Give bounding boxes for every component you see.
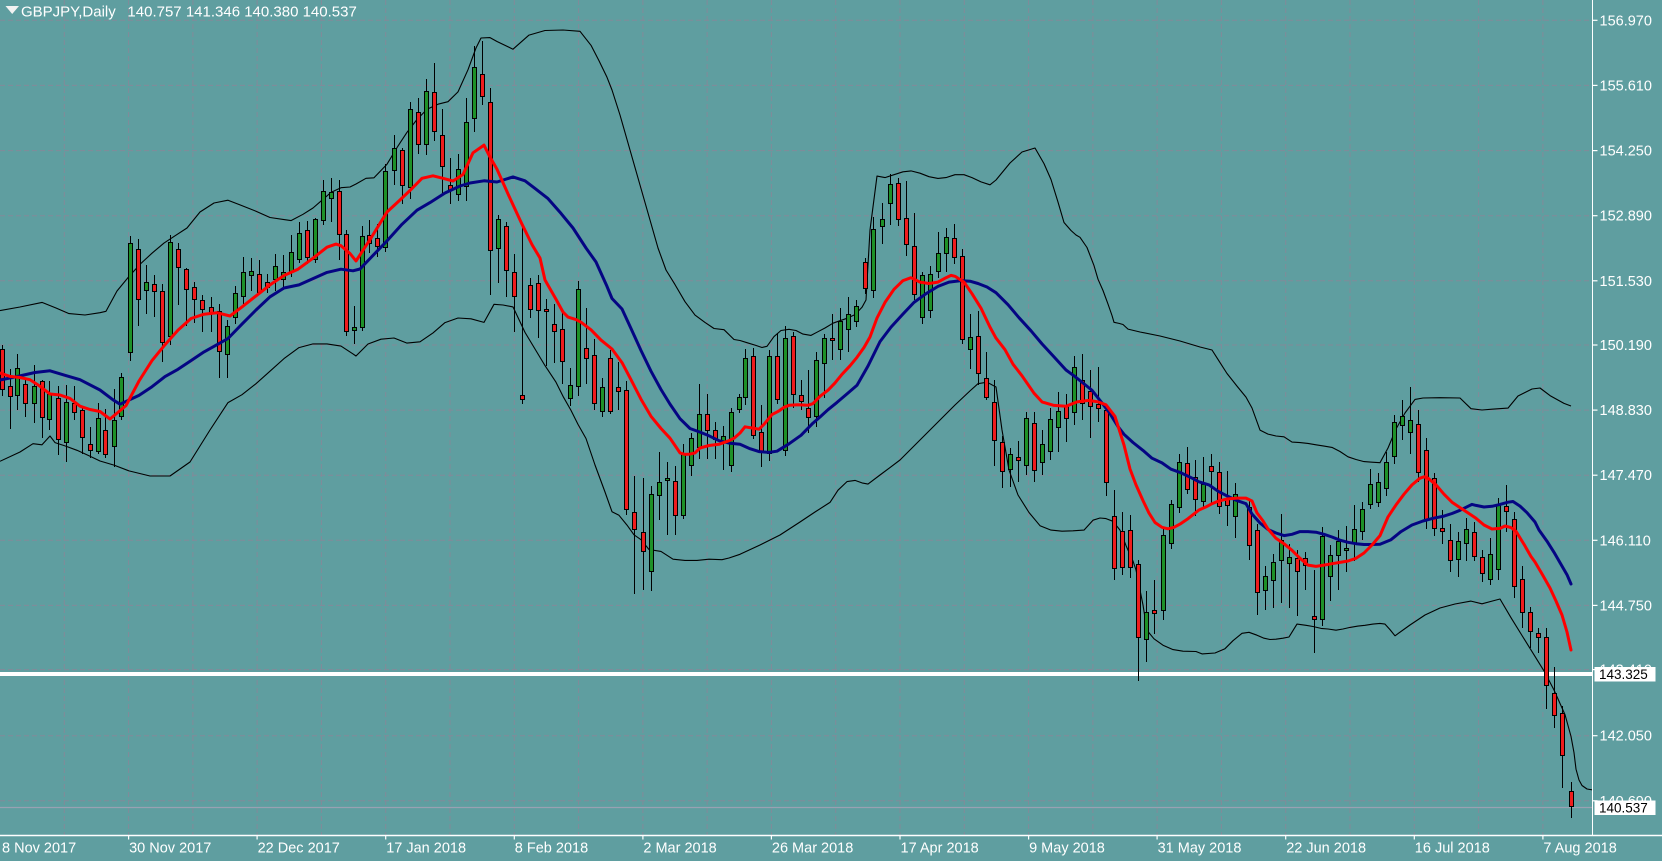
svg-text:8 Nov 2017: 8 Nov 2017 [2, 841, 76, 857]
svg-text:17 Apr 2018: 17 Apr 2018 [901, 841, 979, 857]
svg-text:144.750: 144.750 [1600, 598, 1652, 614]
svg-text:154.250: 154.250 [1600, 144, 1652, 160]
svg-text:GBPJPY,Daily 140.757 141.346: GBPJPY,Daily 140.757 141.346 140.380 140… [21, 4, 357, 21]
svg-text:22 Dec 2017: 22 Dec 2017 [258, 841, 340, 857]
svg-text:152.890: 152.890 [1600, 209, 1652, 225]
svg-text:142.050: 142.050 [1600, 729, 1652, 745]
svg-text:30 Nov 2017: 30 Nov 2017 [129, 841, 211, 857]
svg-text:26 Mar 2018: 26 Mar 2018 [772, 841, 853, 857]
svg-text:8 Feb 2018: 8 Feb 2018 [515, 841, 588, 857]
svg-text:148.830: 148.830 [1600, 403, 1652, 419]
svg-text:2 Mar 2018: 2 Mar 2018 [643, 841, 716, 857]
svg-text:31 May 2018: 31 May 2018 [1158, 841, 1242, 857]
svg-text:146.110: 146.110 [1600, 533, 1651, 549]
svg-text:151.530: 151.530 [1600, 274, 1652, 290]
svg-text:22 Jun 2018: 22 Jun 2018 [1286, 841, 1366, 857]
svg-text:150.190: 150.190 [1600, 338, 1652, 354]
svg-text:7 Aug 2018: 7 Aug 2018 [1543, 841, 1616, 857]
svg-text:9 May 2018: 9 May 2018 [1029, 841, 1105, 857]
svg-text:143.325: 143.325 [1599, 667, 1648, 682]
svg-text:155.610: 155.610 [1600, 78, 1652, 94]
svg-text:156.970: 156.970 [1600, 13, 1652, 29]
svg-text:17 Jan 2018: 17 Jan 2018 [386, 841, 466, 857]
svg-text:140.537: 140.537 [1599, 800, 1648, 815]
svg-text:16 Jul 2018: 16 Jul 2018 [1415, 841, 1490, 857]
svg-text:147.470: 147.470 [1600, 468, 1652, 484]
